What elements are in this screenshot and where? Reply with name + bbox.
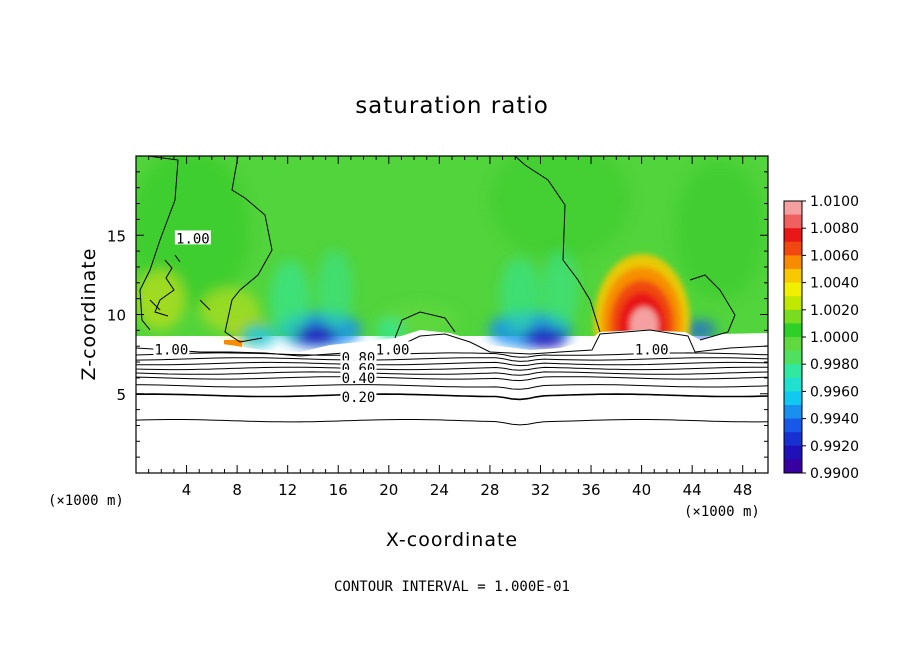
colorbar-swatch [784, 255, 802, 270]
x-tick-label: 12 [278, 481, 297, 499]
colorbar-swatch [784, 269, 802, 284]
contour-label-bg [340, 369, 377, 384]
colorbar-swatch [784, 309, 802, 324]
colorbar-label: 0.9980 [810, 357, 859, 373]
colorbar-label: 1.0100 [810, 194, 859, 210]
colorbar-label: 1.0020 [810, 303, 859, 319]
x-tick-label: 16 [329, 481, 348, 499]
colorbar-swatch [784, 228, 802, 243]
boundary-layer [136, 330, 768, 473]
lower-contour [136, 384, 768, 390]
x-tick-label: 44 [683, 481, 702, 499]
contour-1.00-mid [394, 156, 736, 341]
colorbar-swatch [784, 282, 802, 297]
x-tick-label: 8 [232, 481, 242, 499]
colorbar-label: 1.0060 [810, 248, 859, 264]
heatmap-field [136, 156, 768, 473]
colorbar-swatch [784, 350, 802, 365]
contour-label: 1.00 [155, 342, 189, 358]
y-tick-label: 5 [116, 386, 126, 404]
contour-label-bg [174, 230, 211, 245]
colorbar-swatch [784, 296, 802, 311]
colorbar-label: 1.0000 [810, 330, 859, 346]
colorbar-swatch [784, 214, 802, 229]
contour-labels: 1.001.001.00 1.000.800.600.400.20 [153, 230, 670, 406]
x-tick-label: 4 [182, 481, 192, 499]
contour-label: 0.40 [342, 371, 376, 387]
colorbar-swatch [784, 418, 802, 433]
colorbar-label: 1.0080 [810, 221, 859, 237]
contour-label-bg [340, 388, 377, 403]
contour-label: 1.00 [176, 231, 210, 247]
contour-label-bg [340, 349, 377, 364]
colorbar-swatch [784, 323, 802, 338]
lower-contour [136, 371, 768, 376]
contour-lines [136, 156, 768, 426]
colorbar-swatch [784, 391, 802, 406]
contour-label: 0.20 [342, 390, 376, 406]
colorbar-swatch [784, 459, 802, 474]
contour-label-bg [633, 341, 670, 356]
lower-contour [136, 366, 768, 371]
x-tick-label: 36 [581, 481, 600, 499]
colorbar-swatch [784, 201, 802, 216]
colorbar-label: 1.0040 [810, 276, 859, 292]
contour-label: 1.00 [635, 342, 669, 358]
lower-contour [136, 393, 768, 401]
colorbar-swatch [784, 445, 802, 460]
x-tick-label: 40 [632, 481, 651, 499]
contour-1.00-cloud-base [136, 329, 768, 357]
colorbar-label: 0.9960 [810, 384, 859, 400]
lower-contour [136, 419, 768, 426]
y-axis-title: Z-coordinate [78, 248, 100, 381]
colorbar: 1.0100 1.0080 1.0060 1.0040 1.0020 1.0000 0.99… [783, 194, 859, 482]
x-tick-label: 24 [430, 481, 449, 499]
contour-1.00-ragged [149, 254, 211, 317]
x-tick-label: 20 [379, 481, 398, 499]
colorbar-label: 0.9940 [810, 412, 859, 428]
lower-contour [136, 357, 768, 362]
contour-label-bg [153, 341, 190, 356]
y-tick-label: 10 [107, 307, 126, 325]
colorbar-label: 0.9900 [810, 466, 859, 482]
lower-contour [136, 376, 768, 382]
x-tick-label: 28 [480, 481, 499, 499]
x-unit-right: (×1000 m) [684, 504, 760, 520]
colorbar-swatch [784, 337, 802, 352]
contour-label: 1.00 [376, 342, 410, 358]
colorbar-swatch [784, 405, 802, 420]
x-tick-label: 48 [733, 481, 752, 499]
colorbar-swatch [784, 241, 802, 256]
colorbar-swatch [784, 432, 802, 447]
x-unit-left: (×1000 m) [48, 493, 124, 509]
colorbar-label: 0.9920 [810, 439, 859, 455]
contour-interval-note: CONTOUR INTERVAL = 1.000E-01 [334, 579, 570, 595]
contour-label-bg [374, 341, 411, 356]
x-axis-title: X-coordinate [386, 529, 518, 551]
chart-title: saturation ratio [355, 93, 549, 119]
y-tick-label: 15 [107, 227, 126, 245]
x-tick-label: 32 [531, 481, 550, 499]
lower-contour [136, 361, 768, 367]
colorbar-swatch [784, 377, 802, 392]
colorbar-swatch [784, 364, 802, 379]
